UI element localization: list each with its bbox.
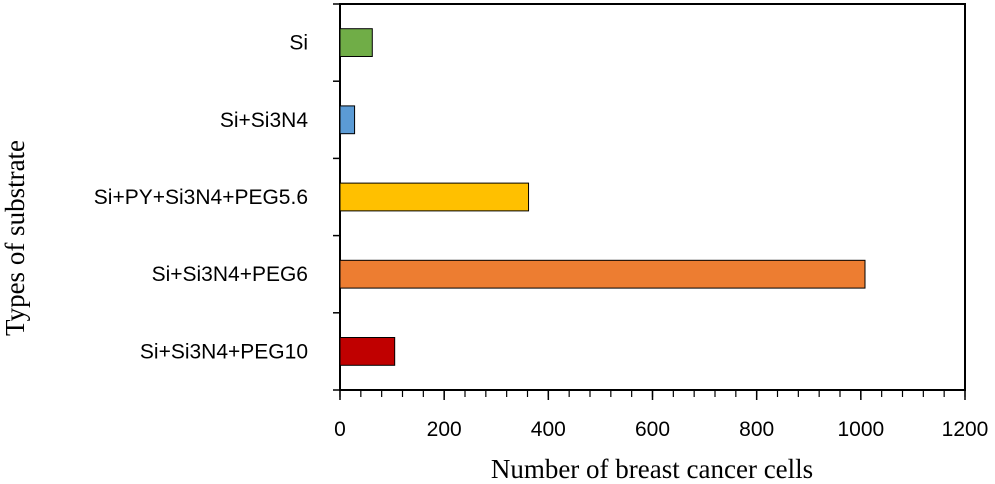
- x-tick-label: 1000: [837, 418, 884, 441]
- y-axis-title: Types of substrate: [0, 140, 30, 336]
- category-label: Si+Si3N4+PEG6: [152, 263, 308, 286]
- category-label: Si+Si3N4: [220, 109, 308, 132]
- x-tick-label: 200: [427, 418, 462, 441]
- x-axis-ticks: 0 200 400 600 800 1000 1200: [334, 390, 988, 441]
- x-tick-label: 400: [531, 418, 566, 441]
- x-tick-label: 800: [739, 418, 774, 441]
- category-label: Si+PY+Si3N4+PEG5.6: [94, 186, 308, 209]
- bars-group: [339, 28, 866, 366]
- category-labels: Si Si+Si3N4 Si+PY+Si3N4+PEG5.6 Si+Si3N4+PEG…: [94, 32, 309, 364]
- y-axis-ticks: [333, 3, 340, 391]
- bar: [339, 182, 530, 212]
- bar: [339, 105, 356, 135]
- x-tick-label: 1200: [942, 418, 989, 441]
- category-label: Si: [289, 32, 308, 55]
- bar: [339, 259, 866, 289]
- x-axis-title: Number of breast cancer cells: [491, 454, 813, 484]
- bar: [339, 28, 373, 57]
- category-label: Si+Si3N4+PEG10: [140, 340, 308, 363]
- x-tick-label: 0: [334, 418, 346, 441]
- x-tick-label: 600: [635, 418, 670, 441]
- bar: [339, 337, 396, 366]
